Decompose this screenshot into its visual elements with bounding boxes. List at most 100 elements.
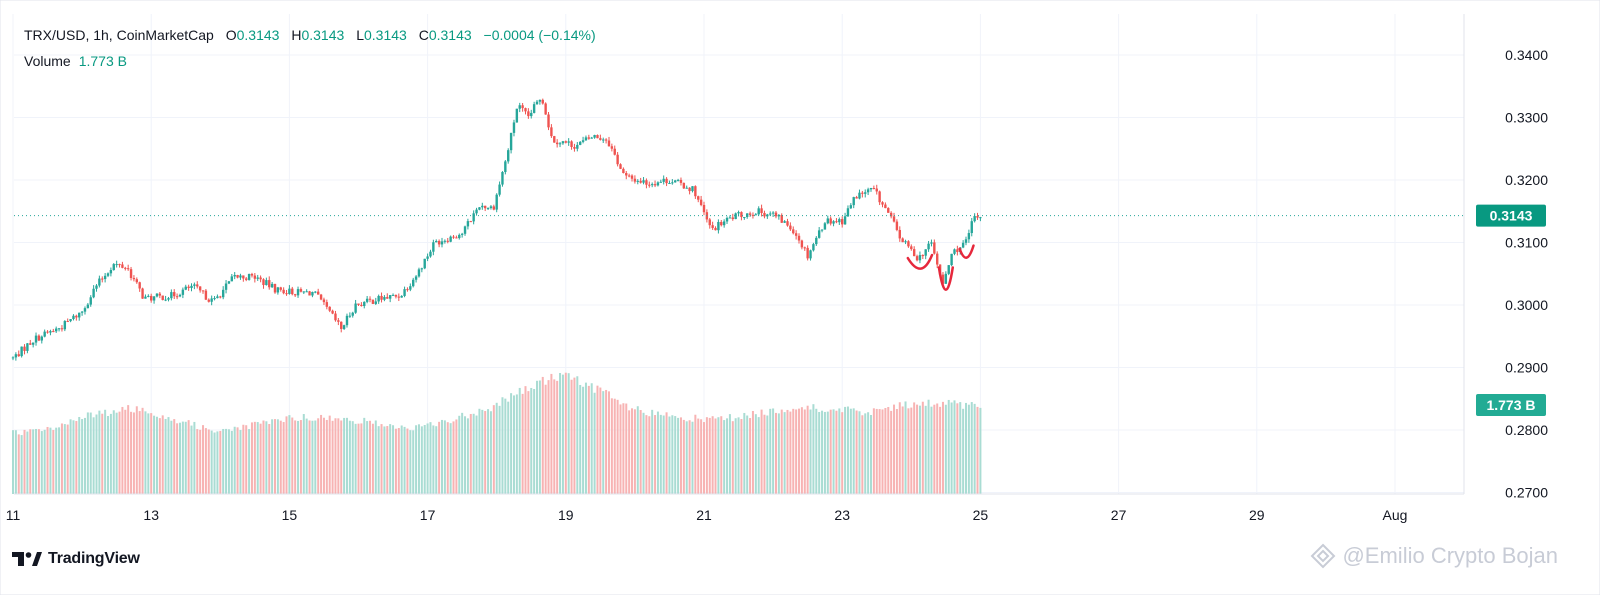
volume-bar: [858, 411, 861, 494]
volume-bar: [193, 421, 196, 494]
candle-body: [458, 234, 461, 239]
volume-bar: [927, 399, 930, 494]
volume-bar: [553, 379, 556, 494]
candle-body: [910, 246, 913, 250]
candle-body: [227, 281, 231, 284]
volume-bar: [700, 419, 703, 494]
candle-body: [196, 284, 199, 287]
volume-bar: [642, 412, 645, 494]
candle-body: [717, 221, 720, 231]
volume-bar: [872, 408, 875, 494]
candle-body: [426, 256, 429, 259]
volume-bar: [688, 420, 691, 494]
volume-bar: [685, 421, 688, 494]
volume-bar: [170, 420, 173, 494]
candle-body: [256, 277, 259, 279]
candle-body: [979, 217, 982, 219]
volume-bar: [213, 432, 216, 494]
y-tick-label: 0.2800: [1505, 422, 1548, 438]
volume-bar: [285, 416, 288, 494]
volume-bar: [898, 402, 901, 494]
candle-body: [115, 264, 118, 266]
candle-body: [734, 213, 737, 220]
volume-bar: [605, 389, 608, 494]
volume-bar: [751, 410, 754, 494]
volume-bar: [406, 428, 409, 494]
volume-bar: [210, 430, 213, 494]
candle-body: [386, 297, 389, 299]
candle-body: [124, 267, 127, 269]
volume-bar: [443, 420, 446, 494]
candle-body: [682, 182, 686, 189]
y-tick-label: 0.3300: [1505, 110, 1548, 126]
volume-bar: [423, 424, 426, 494]
candle-body: [573, 146, 576, 149]
volume-bar: [78, 416, 81, 494]
candle-body: [63, 321, 67, 330]
volume-bar: [628, 410, 631, 494]
volume-bar: [276, 419, 279, 494]
candle-body: [944, 273, 948, 284]
volume-bar: [92, 417, 95, 494]
volume-bar: [953, 400, 956, 494]
volume-bar: [325, 419, 328, 494]
x-tick-label: 13: [143, 507, 159, 523]
volume-bar: [461, 412, 464, 494]
candle-body: [627, 175, 631, 177]
candle-body: [881, 202, 884, 205]
candle-body: [567, 141, 570, 143]
candle-body: [838, 219, 841, 223]
candle-body: [187, 286, 190, 288]
volume-bar: [478, 408, 481, 494]
candle-body: [75, 315, 78, 318]
candle-body: [587, 137, 591, 139]
volume-bar: [694, 414, 697, 494]
candle-body: [334, 313, 337, 321]
volume-bar: [559, 372, 562, 494]
candle-body: [170, 292, 173, 299]
volume-bar: [426, 423, 429, 494]
candle-body: [259, 277, 262, 280]
candle-body: [190, 285, 193, 288]
candle-body: [14, 354, 18, 358]
candle-body: [745, 213, 749, 218]
volume-bar: [556, 380, 559, 494]
candle-body: [377, 295, 380, 302]
volume-bar: [798, 408, 801, 494]
candle-body: [521, 105, 524, 109]
candle-body: [492, 206, 496, 210]
volume-bar: [895, 409, 898, 494]
candle-body: [455, 237, 458, 239]
volume-bar: [153, 415, 156, 494]
candle-body: [599, 138, 602, 140]
volume-bar: [481, 409, 484, 494]
volume-bar: [913, 402, 916, 494]
volume-bar: [248, 429, 251, 494]
volume-bar: [256, 422, 259, 494]
volume-bar: [639, 410, 642, 494]
volume-bar: [783, 412, 786, 494]
annotation-curve: [937, 266, 955, 291]
candle-body: [34, 335, 38, 343]
candle-body: [558, 143, 562, 145]
volume-bar: [780, 409, 783, 494]
volume-bar: [547, 380, 550, 494]
candle-body: [501, 172, 504, 185]
candle-body: [581, 140, 585, 142]
volume-key[interactable]: Volume: [24, 53, 71, 69]
last-price-badge: [1476, 204, 1546, 227]
candle-body: [530, 112, 533, 117]
volume-bar: [392, 425, 395, 494]
x-tick-label: 19: [558, 507, 574, 523]
volume-bar: [311, 420, 314, 494]
candle-body: [121, 264, 124, 268]
volume-bar: [596, 385, 599, 494]
volume-bar: [420, 426, 423, 494]
tradingview-brand[interactable]: TradingView: [12, 549, 140, 569]
candle-body: [360, 304, 363, 307]
symbol-label[interactable]: TRX/USD, 1h, CoinMarketCap: [24, 27, 214, 43]
volume-bar: [46, 426, 49, 494]
volume-bar: [492, 405, 495, 494]
